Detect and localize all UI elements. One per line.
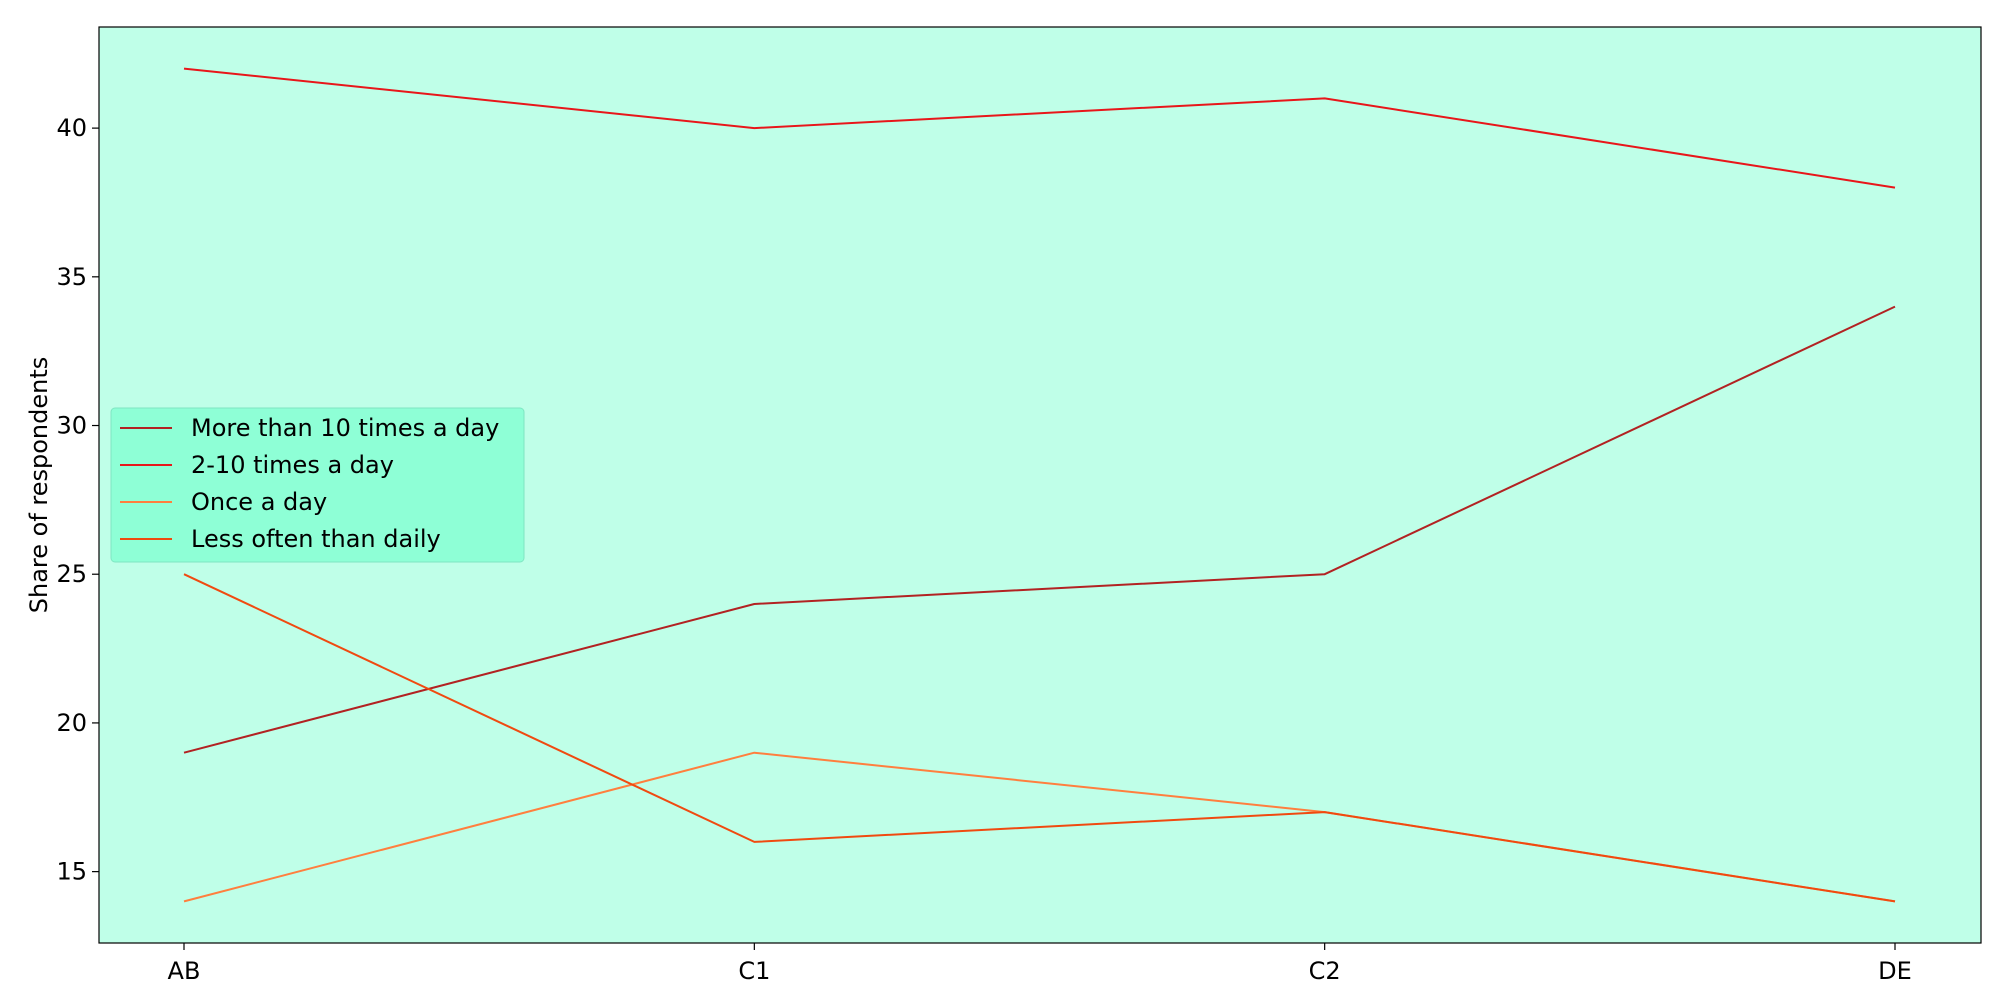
legend-label-2: 2-10 times a day	[191, 451, 394, 479]
y-tick-label-25: 25	[56, 560, 87, 588]
series-line-4	[183, 573, 1896, 903]
legend-box	[110, 407, 525, 563]
legend-label-4: Less often than daily	[191, 525, 441, 553]
y-tick-label-35: 35	[56, 263, 87, 291]
x-tick-label-de: DE	[1878, 957, 1912, 985]
legend-label-1: More than 10 times a day	[191, 414, 499, 442]
y-axis-title: Share of respondents	[25, 357, 53, 614]
series-layer	[183, 67, 1896, 903]
y-tick-label-15: 15	[56, 858, 87, 886]
x-tick-label-ab: AB	[168, 957, 201, 985]
y-tick-label-40: 40	[56, 114, 87, 142]
series-line-1	[183, 305, 1896, 754]
plot-frame	[98, 26, 1982, 944]
y-axis: 15 20 25 30 35 40	[56, 114, 99, 886]
y-tick-label-20: 20	[56, 709, 87, 737]
series-line-2	[183, 67, 1896, 189]
legend: More than 10 times a day 2-10 times a day…	[110, 407, 525, 563]
legend-label-3: Once a day	[191, 488, 327, 516]
x-tick-label-c1: C1	[738, 957, 770, 985]
x-tick-label-c2: C2	[1309, 957, 1341, 985]
y-tick-label-30: 30	[56, 412, 87, 440]
x-axis: AB C1 C2 DE	[168, 943, 1912, 985]
